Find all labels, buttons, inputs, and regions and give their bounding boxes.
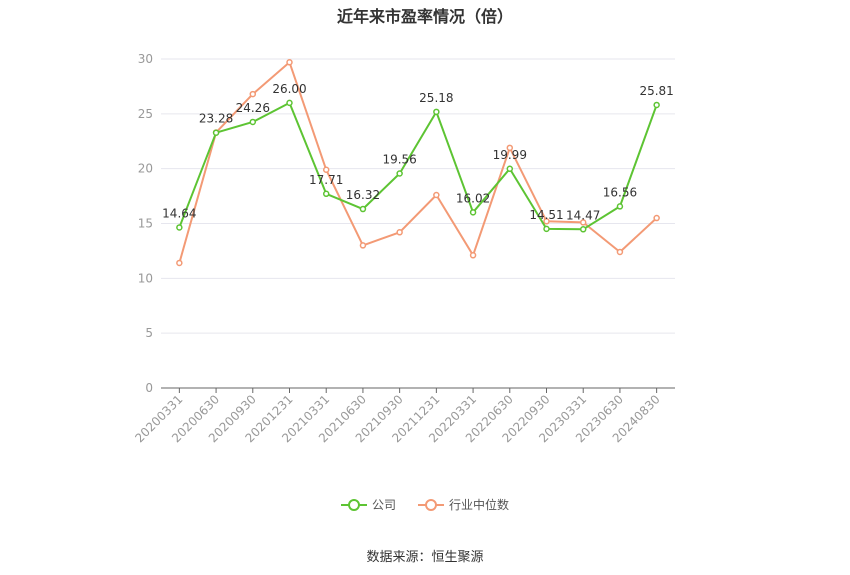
legend-label-company: 公司 — [371, 498, 396, 512]
data-label: 14.64 — [162, 206, 196, 220]
data-point — [616, 248, 624, 256]
industry-line-icon — [418, 498, 444, 512]
data-point — [579, 226, 587, 233]
data-point — [249, 118, 257, 126]
data-label: 17.71 — [309, 173, 343, 187]
grid-lines — [161, 58, 675, 334]
data-point — [506, 165, 514, 173]
data-point — [322, 166, 330, 174]
legend-item-industry[interactable]: 行业中位数 — [418, 496, 509, 513]
data-point — [286, 59, 293, 66]
data-label: 16.32 — [346, 188, 380, 202]
data-point — [543, 225, 550, 233]
y-tick-label: 15 — [138, 217, 153, 231]
series-lines — [176, 59, 660, 267]
data-point — [653, 101, 660, 109]
data-label: 24.26 — [236, 101, 270, 115]
y-tick-label: 25 — [138, 107, 153, 121]
data-point — [653, 214, 660, 222]
data-label: 25.18 — [419, 91, 453, 105]
data-point — [579, 219, 587, 226]
company-line-icon — [340, 498, 367, 512]
data-label: 19.99 — [493, 148, 527, 162]
series-line-industry — [178, 61, 658, 264]
data-label: 16.02 — [456, 191, 490, 205]
data-point — [359, 205, 367, 213]
data-point — [396, 229, 403, 236]
legend: 公司 行业中位数 — [0, 496, 850, 513]
data-label: 26.00 — [272, 82, 306, 96]
data-point — [212, 129, 220, 136]
y-tick-label: 10 — [138, 271, 153, 285]
series-line-company — [178, 101, 658, 231]
data-point — [616, 203, 624, 210]
data-label: 19.56 — [382, 152, 416, 166]
y-tick-label: 5 — [145, 326, 153, 340]
data-point — [249, 90, 257, 98]
data-point — [543, 218, 550, 225]
data-source: 数据来源：恒生聚源 — [366, 550, 484, 565]
data-point — [469, 209, 477, 216]
legend-item-company[interactable]: 公司 — [340, 496, 396, 513]
data-point — [433, 108, 440, 116]
data-point — [176, 224, 183, 231]
data-label: 14.47 — [566, 208, 600, 222]
data-label: 23.28 — [199, 112, 233, 126]
data-point — [469, 252, 477, 259]
data-point — [176, 259, 183, 267]
chart-title: 近年来市盈率情况（倍） — [336, 7, 513, 26]
y-tick-label: 0 — [145, 381, 153, 395]
data-label: 14.51 — [529, 208, 563, 222]
data-point — [433, 191, 440, 199]
data-point — [286, 99, 293, 107]
data-point — [396, 170, 403, 177]
data-label: 16.56 — [603, 185, 637, 199]
data-point — [359, 242, 367, 249]
data-point — [322, 190, 330, 198]
y-tick-label: 20 — [138, 162, 153, 176]
data-point — [506, 144, 514, 152]
legend-label-industry: 行业中位数 — [449, 498, 510, 512]
data-label: 25.81 — [639, 84, 673, 98]
y-tick-label: 30 — [138, 52, 153, 66]
